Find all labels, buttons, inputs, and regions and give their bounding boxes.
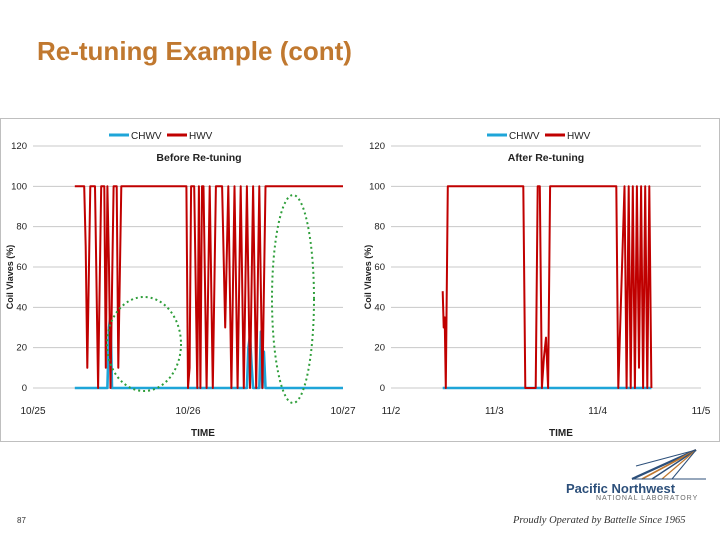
x-tick-label: 11/2: [382, 406, 401, 417]
y-axis-label: Coil Vlaves (%): [5, 245, 15, 310]
y-tick-label: 60: [374, 262, 385, 273]
y-tick-label: 40: [16, 302, 27, 313]
x-tick-label: 11/5: [692, 406, 711, 417]
chart-title: Before Re-tuning: [156, 152, 241, 164]
y-tick-label: 20: [16, 343, 27, 354]
x-axis-label: TIME: [549, 428, 573, 439]
y-tick-label: 120: [11, 141, 27, 152]
annotation-ellipse: [106, 296, 182, 392]
y-axis-label: Coil Vlaves (%): [363, 245, 373, 310]
series-line-hwv: [74, 185, 343, 389]
chart-before-retuning: 0 20 40 60 80 100 120 10/25 10/26 10/27 TIME Coil V…: [5, 131, 356, 439]
y-tick-label: 60: [16, 262, 27, 273]
x-tick-label: 10/27: [330, 406, 355, 417]
tagline: Proudly Operated by Battelle Since 1965: [513, 515, 686, 526]
y-tick-label: 40: [374, 302, 385, 313]
y-tick-label: 100: [369, 181, 385, 192]
y-tick-label: 0: [380, 383, 385, 394]
x-tick-label: 11/3: [485, 406, 504, 417]
y-tick-label: 80: [16, 222, 27, 233]
x-tick-label: 10/25: [20, 406, 45, 417]
x-axis-label: TIME: [191, 428, 215, 439]
logo-mark-icon: [631, 448, 706, 481]
legend-label: CHWV: [509, 131, 540, 142]
x-tick-label: 10/26: [175, 406, 200, 417]
series-line-hwv: [441, 185, 653, 389]
logo-name: Pacific Northwest: [566, 481, 676, 496]
slide-title: Re-tuning Example (cont): [37, 36, 352, 66]
chart-frame: 0 20 40 60 80 100 120 10/25 10/26 10/27 TIME Coil V…: [0, 118, 720, 442]
y-tick-label: 120: [369, 141, 385, 152]
logo-subtitle: NATIONAL LABORATORY: [596, 495, 699, 502]
legend-label: HWV: [189, 131, 213, 142]
legend-label: HWV: [567, 131, 591, 142]
chart-after-retuning: 0 20 40 60 80 100 120 11/2 11/3 11/4 11/5 TIME Coil …: [363, 131, 711, 439]
pnnl-logo: Pacific Northwest NATIONAL LABORATORY: [566, 446, 716, 502]
page-number: 87: [17, 516, 26, 525]
x-tick-label: 11/4: [588, 406, 607, 417]
chart-title: After Re-tuning: [508, 152, 584, 164]
series-line-chwv: [74, 314, 343, 390]
annotation-ellipse: [271, 194, 315, 404]
legend-label: CHWV: [131, 131, 162, 142]
y-tick-label: 20: [374, 343, 385, 354]
y-tick-label: 100: [11, 181, 27, 192]
y-tick-label: 0: [22, 383, 27, 394]
y-tick-label: 80: [374, 222, 385, 233]
